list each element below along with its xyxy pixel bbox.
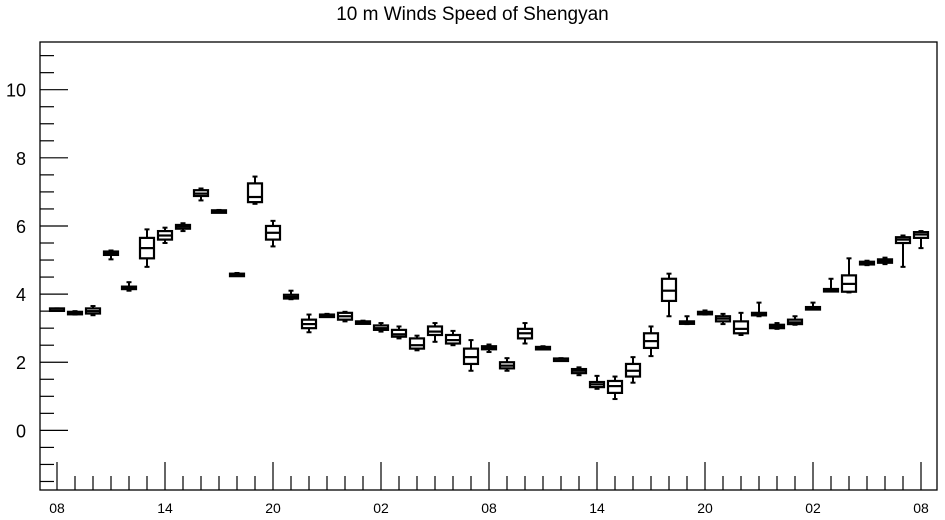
box: [354, 319, 372, 325]
box: [894, 234, 912, 268]
box: [606, 375, 624, 401]
box: [444, 329, 462, 347]
box: [66, 310, 84, 316]
box: [876, 256, 894, 266]
box: [102, 249, 120, 261]
box: [138, 228, 156, 268]
box: [804, 301, 822, 311]
box: [858, 259, 876, 267]
box: [912, 230, 930, 250]
box: [516, 322, 534, 345]
box: [462, 339, 480, 372]
box: [840, 257, 858, 294]
box: [642, 325, 660, 358]
box-iqr: [732, 320, 750, 335]
x-tick-label: 14: [157, 500, 173, 516]
box: [264, 219, 282, 248]
box-iqr: [246, 182, 264, 204]
box: [408, 334, 426, 352]
box: [750, 301, 768, 318]
box: [786, 315, 804, 326]
x-tick-label: 20: [265, 500, 281, 516]
box: [390, 325, 408, 340]
box-iqr: [408, 337, 426, 350]
box: [660, 272, 678, 318]
box: [372, 322, 390, 333]
box: [120, 281, 138, 292]
x-tick-label: 02: [805, 500, 821, 516]
box: [228, 271, 246, 278]
box: [498, 357, 516, 372]
y-tick-label: 0: [16, 421, 26, 441]
plot-frame: [39, 41, 938, 491]
box: [534, 345, 552, 351]
box: [336, 310, 354, 323]
box: [570, 366, 588, 377]
y-tick-label: 10: [6, 81, 26, 101]
chart-title: 10 m Winds Speed of Shengyan: [336, 4, 609, 25]
box: [282, 289, 300, 301]
y-tick-label: 6: [16, 217, 26, 237]
box: [300, 313, 318, 334]
box-series: [48, 175, 930, 401]
x-tick-label: 14: [589, 500, 605, 516]
box: [84, 305, 102, 317]
x-tick-label: 08: [913, 500, 929, 516]
x-tick-label: 20: [697, 500, 713, 516]
box: [732, 311, 750, 336]
box: [678, 315, 696, 326]
axes: [39, 41, 938, 491]
box: [822, 277, 840, 293]
box: [210, 208, 228, 214]
box: [696, 309, 714, 316]
box: [426, 322, 444, 343]
box: [48, 307, 66, 313]
y-axis-ticks: 0 2 4 6 8 10: [6, 55, 68, 483]
box: [552, 357, 570, 363]
box: [480, 343, 498, 354]
box: [318, 312, 336, 319]
box: [192, 187, 210, 202]
y-tick-label: 2: [16, 353, 26, 373]
box: [714, 312, 732, 326]
box: [156, 226, 174, 245]
x-axis-ticks: 08 14 20 02 08 14 20 02 08: [49, 462, 929, 516]
x-tick-label: 08: [481, 500, 497, 516]
y-tick-label: 4: [16, 285, 26, 305]
box: [588, 374, 606, 390]
box: [624, 356, 642, 384]
box: [768, 322, 786, 330]
box: [246, 175, 264, 205]
box: [174, 222, 192, 233]
x-tick-label: 08: [49, 500, 65, 516]
y-tick-label: 8: [16, 149, 26, 169]
x-tick-label: 02: [373, 500, 389, 516]
